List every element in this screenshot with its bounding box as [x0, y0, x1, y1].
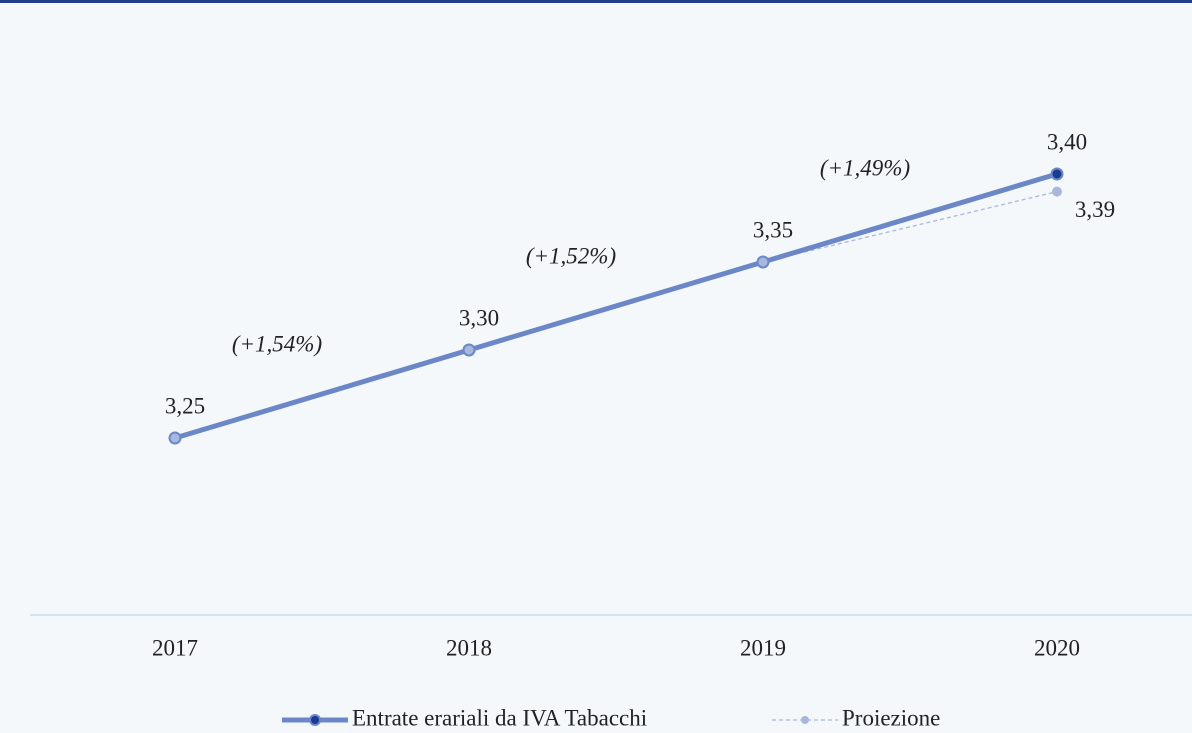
legend-label: Proiezione [842, 705, 940, 730]
x-tick-label: 2019 [740, 635, 786, 660]
legend-marker [309, 714, 321, 726]
marker [462, 343, 476, 357]
legend-marker [801, 716, 809, 724]
x-tick-label: 2020 [1034, 635, 1080, 660]
data-label: 3,40 [1047, 129, 1087, 154]
data-label: 3,30 [459, 305, 499, 330]
x-tick-label: 2017 [152, 635, 198, 660]
series-line [762, 190, 1058, 263]
annotation: (+1,52%) [526, 243, 616, 268]
marker [1050, 167, 1064, 181]
data-label: 3,39 [1075, 197, 1115, 222]
marker [168, 431, 182, 445]
annotation: (+1,49%) [820, 155, 910, 180]
data-label: 3,25 [165, 393, 205, 418]
legend-label: Entrate erariali da IVA Tabacchi [352, 705, 647, 730]
top-bar [0, 0, 1192, 3]
annotation: (+1,54%) [232, 331, 322, 356]
marker [1052, 186, 1062, 197]
marker [756, 255, 770, 269]
data-label: 3,35 [753, 217, 793, 242]
series-line [174, 171, 1058, 441]
x-tick-label: 2018 [446, 635, 492, 660]
